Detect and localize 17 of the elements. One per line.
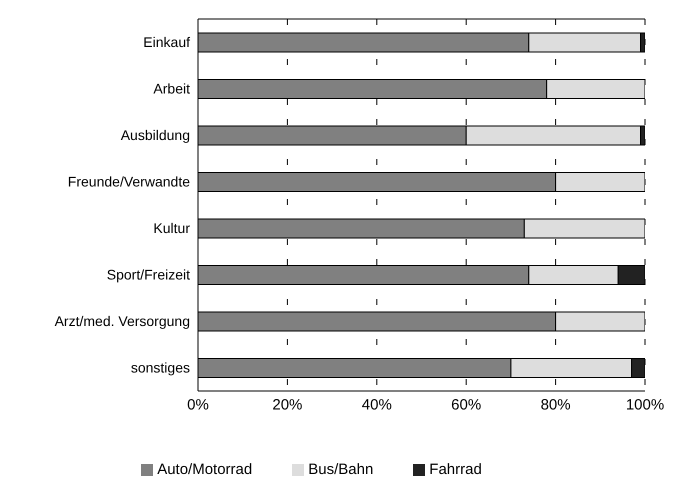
y-tick-label: Freunde/Verwandte bbox=[68, 174, 190, 190]
y-tick-label: Ausbildung bbox=[120, 127, 190, 144]
y-tick-label: Sport/Freizeit bbox=[106, 266, 190, 283]
x-tick-label: 100% bbox=[626, 396, 664, 414]
x-tick-label: 0% bbox=[187, 396, 209, 414]
y-tick-label: Einkauf bbox=[143, 34, 190, 50]
y-tick-label: Kultur bbox=[153, 220, 190, 236]
x-tick-label: 20% bbox=[272, 396, 302, 414]
x-tick-label: 80% bbox=[540, 396, 571, 414]
legend-label: Auto/Motorrad bbox=[157, 461, 252, 478]
legend-label: Fahrrad bbox=[429, 461, 482, 478]
y-tick-label: Arbeit bbox=[153, 80, 190, 97]
y-tick-label: sonstiges bbox=[130, 360, 190, 376]
x-tick-label: 40% bbox=[362, 396, 392, 414]
legend-label: Bus/Bahn bbox=[308, 461, 374, 478]
y-tick-label: Arzt/med. Versorgung bbox=[54, 313, 190, 330]
x-tick-label: 60% bbox=[451, 396, 482, 414]
